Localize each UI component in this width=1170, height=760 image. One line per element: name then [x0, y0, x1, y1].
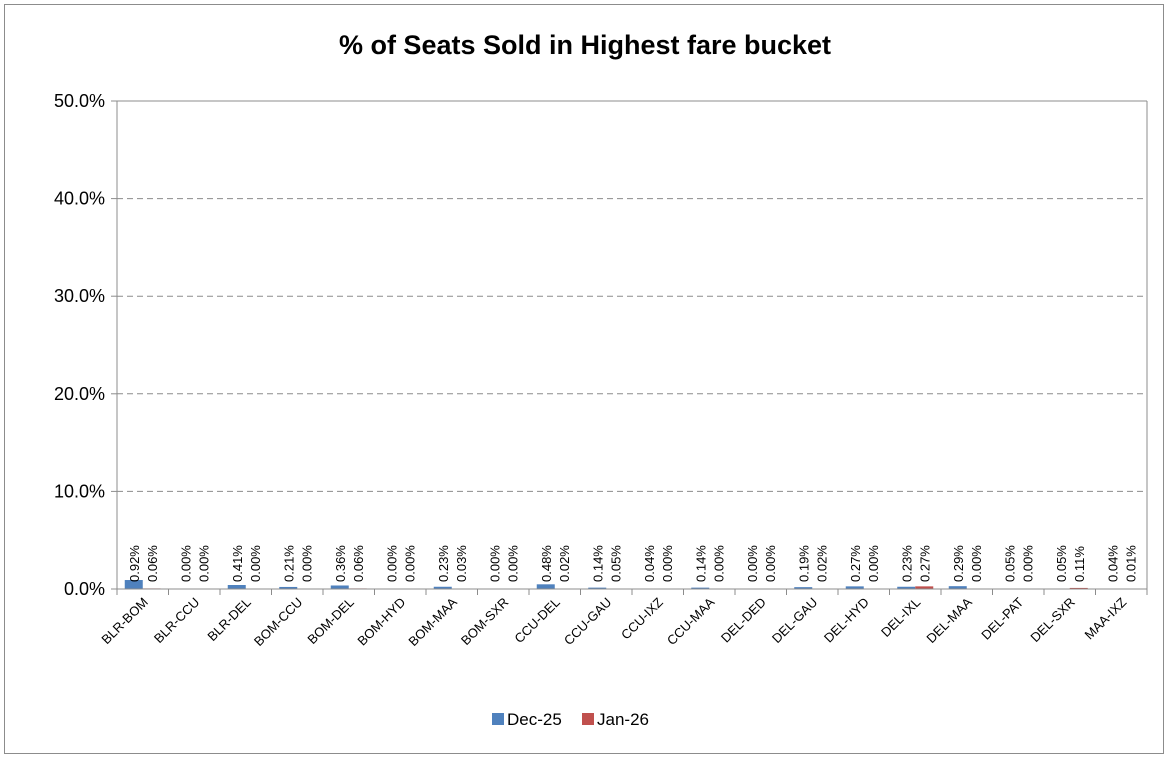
y-axis: 0.0% 10.0% 20.0% 30.0% 40.0% 50.0% [54, 91, 1148, 599]
y-tick-label: 10.0% [54, 481, 105, 501]
data-label: 0.00% [384, 545, 399, 582]
x-tick-label: BOM-MAA [405, 594, 460, 649]
data-label: 0.19% [796, 545, 811, 582]
bar-dec-25 [948, 586, 967, 589]
data-label: 0.41% [230, 545, 245, 582]
data-label: 0.00% [178, 545, 193, 582]
y-tick-label: 50.0% [54, 91, 105, 111]
data-label: 0.14% [590, 545, 605, 582]
data-label: 0.04% [1105, 545, 1120, 582]
y-tick-label: 20.0% [54, 384, 105, 404]
data-label: 0.23% [899, 545, 914, 582]
bar-dec-25 [845, 586, 864, 589]
x-tick-label: BLR-CCU [151, 595, 202, 646]
data-label: 0.48% [539, 545, 554, 582]
data-label: 0.00% [402, 545, 417, 582]
bar-jan-26 [915, 586, 934, 589]
x-tick-label: BOM-HYD [354, 595, 408, 649]
chart-title: % of Seats Sold in Highest fare bucket [338, 30, 832, 60]
bar-dec-25 [433, 586, 452, 589]
x-tick-label: DEL-HYD [821, 595, 872, 646]
x-tick-label: CCU-MAA [664, 594, 718, 648]
x-tick-label: BOM-SXR [458, 595, 512, 649]
chart-frame [4, 4, 1164, 754]
data-label: 0.00% [196, 545, 211, 582]
data-label: 0.00% [487, 545, 502, 582]
bar-jan-26 [1069, 587, 1088, 589]
data-label: 0.00% [763, 545, 778, 582]
data-label: 0.23% [436, 545, 451, 582]
bar-dec-25 [794, 587, 813, 589]
bar-dec-25 [124, 580, 143, 589]
data-label: 0.11% [1072, 546, 1087, 582]
data-label: 0.27% [848, 545, 863, 582]
data-label: 0.00% [969, 545, 984, 582]
bar-dec-25 [897, 586, 916, 589]
gridlines [117, 100, 1147, 492]
data-label: 0.06% [351, 545, 366, 582]
bar-dec-25 [691, 587, 710, 589]
legend-label: Jan-26 [597, 710, 649, 729]
x-tick-label: DEL-GAU [769, 595, 820, 646]
data-label: 0.04% [642, 545, 657, 582]
legend: Dec-25 Jan-26 [492, 710, 649, 729]
x-tick-label: CCU-IXZ [618, 594, 666, 642]
x-tick-label: DEL-SXR [1027, 595, 1077, 645]
data-label: 0.02% [814, 545, 829, 582]
x-tick-label: BLR-DEL [204, 595, 253, 644]
legend-swatch-dec-25 [492, 713, 504, 725]
data-label: 0.06% [145, 545, 160, 582]
legend-swatch-jan-26 [582, 713, 594, 725]
x-tick-label: BOM-DEL [304, 595, 356, 647]
data-label: 0.00% [660, 545, 675, 582]
bar-dec-25 [536, 584, 555, 589]
data-label: 0.27% [917, 545, 932, 582]
data-label: 0.92% [127, 545, 142, 582]
data-label: 0.00% [866, 545, 881, 582]
x-tick-label: BOM-CCU [251, 595, 306, 650]
data-label: 0.14% [693, 545, 708, 582]
y-tick-label: 40.0% [54, 189, 105, 209]
data-label: 0.05% [1002, 545, 1017, 582]
x-tick-label: MAA-IXZ [1081, 594, 1129, 642]
data-label: 0.00% [1020, 545, 1035, 582]
x-tick-label: CCU-GAU [561, 595, 615, 649]
x-tick-label: DEL-IXL [878, 595, 923, 640]
y-tick-label: 30.0% [54, 286, 105, 306]
data-label: 0.01% [1123, 545, 1138, 582]
data-label: 0.21% [281, 545, 296, 582]
x-tick-label: DEL-MAA [923, 594, 975, 646]
data-label: 0.29% [951, 545, 966, 582]
data-label: 0.00% [248, 545, 263, 582]
bar-dec-25 [588, 587, 607, 589]
bar-dec-25 [279, 586, 298, 589]
x-tick-label: DEL-PAT [978, 594, 1026, 642]
data-label: 0.00% [745, 545, 760, 582]
legend-label: Dec-25 [507, 710, 562, 729]
data-label: 0.05% [1054, 545, 1069, 582]
bar-dec-25 [330, 585, 349, 589]
data-label: 0.02% [557, 545, 572, 582]
data-labels: 0.92% 0.06% 0.00% 0.00% 0.41% 0.00% 0.21% 0.00%… [127, 545, 1139, 582]
bar-dec-25 [227, 584, 246, 589]
bars [124, 580, 1140, 589]
data-label: 0.00% [711, 545, 726, 582]
x-tick-label: BLR-BOM [98, 595, 150, 647]
x-tick-label: CCU-DEL [511, 595, 562, 646]
data-label: 0.00% [299, 545, 314, 582]
data-label: 0.36% [333, 545, 348, 582]
data-label: 0.03% [454, 545, 469, 582]
data-label: 0.05% [608, 545, 623, 582]
y-tick-label: 0.0% [64, 579, 105, 599]
x-tick-label: DEL-DED [718, 595, 769, 646]
data-label: 0.00% [505, 545, 520, 582]
